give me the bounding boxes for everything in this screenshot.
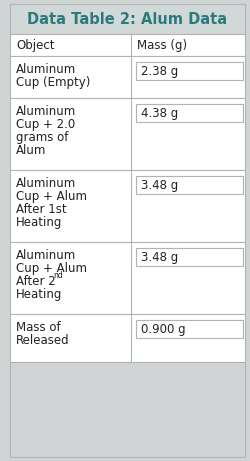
Bar	[10, 170, 245, 242]
Text: grams of: grams of	[16, 131, 68, 144]
Bar	[136, 62, 243, 80]
Text: Aluminum: Aluminum	[16, 249, 76, 262]
Bar	[131, 98, 245, 170]
Text: Cup + Alum: Cup + Alum	[16, 262, 87, 275]
Bar	[136, 176, 243, 194]
Text: Released: Released	[16, 334, 70, 347]
Text: nd: nd	[53, 271, 63, 280]
Text: Mass (g): Mass (g)	[137, 39, 187, 52]
Text: Cup + Alum: Cup + Alum	[16, 190, 87, 203]
Bar	[131, 314, 245, 362]
Text: Object: Object	[16, 39, 54, 52]
Bar	[136, 320, 243, 338]
Bar	[10, 314, 245, 362]
Bar	[10, 4, 245, 34]
Text: 0.900 g: 0.900 g	[141, 323, 186, 336]
Bar	[10, 362, 245, 457]
Bar	[10, 314, 131, 362]
Text: Heating: Heating	[16, 288, 62, 301]
Bar	[10, 98, 245, 170]
Bar	[10, 242, 245, 314]
Bar	[10, 56, 245, 98]
Text: After 2: After 2	[16, 275, 56, 288]
Text: 2.38 g: 2.38 g	[141, 65, 178, 77]
Bar	[10, 170, 131, 242]
Bar	[131, 170, 245, 242]
Text: Aluminum: Aluminum	[16, 63, 76, 76]
Bar	[10, 56, 131, 98]
Bar	[136, 248, 243, 266]
Text: After 1st: After 1st	[16, 203, 66, 216]
Text: 3.48 g: 3.48 g	[141, 178, 178, 191]
Bar	[131, 242, 245, 314]
Text: Alum: Alum	[16, 144, 46, 157]
Text: Heating: Heating	[16, 216, 62, 229]
Bar	[136, 104, 243, 122]
Text: Mass of: Mass of	[16, 321, 60, 334]
Text: Cup (Empty): Cup (Empty)	[16, 76, 90, 89]
Bar	[10, 98, 131, 170]
Text: Aluminum: Aluminum	[16, 177, 76, 190]
Text: Cup + 2.0: Cup + 2.0	[16, 118, 75, 131]
Text: Data Table 2: Alum Data: Data Table 2: Alum Data	[28, 12, 228, 26]
Bar	[10, 242, 131, 314]
Bar	[10, 34, 245, 56]
Bar	[131, 56, 245, 98]
Text: Aluminum: Aluminum	[16, 105, 76, 118]
Text: 4.38 g: 4.38 g	[141, 106, 178, 119]
Text: 3.48 g: 3.48 g	[141, 250, 178, 264]
